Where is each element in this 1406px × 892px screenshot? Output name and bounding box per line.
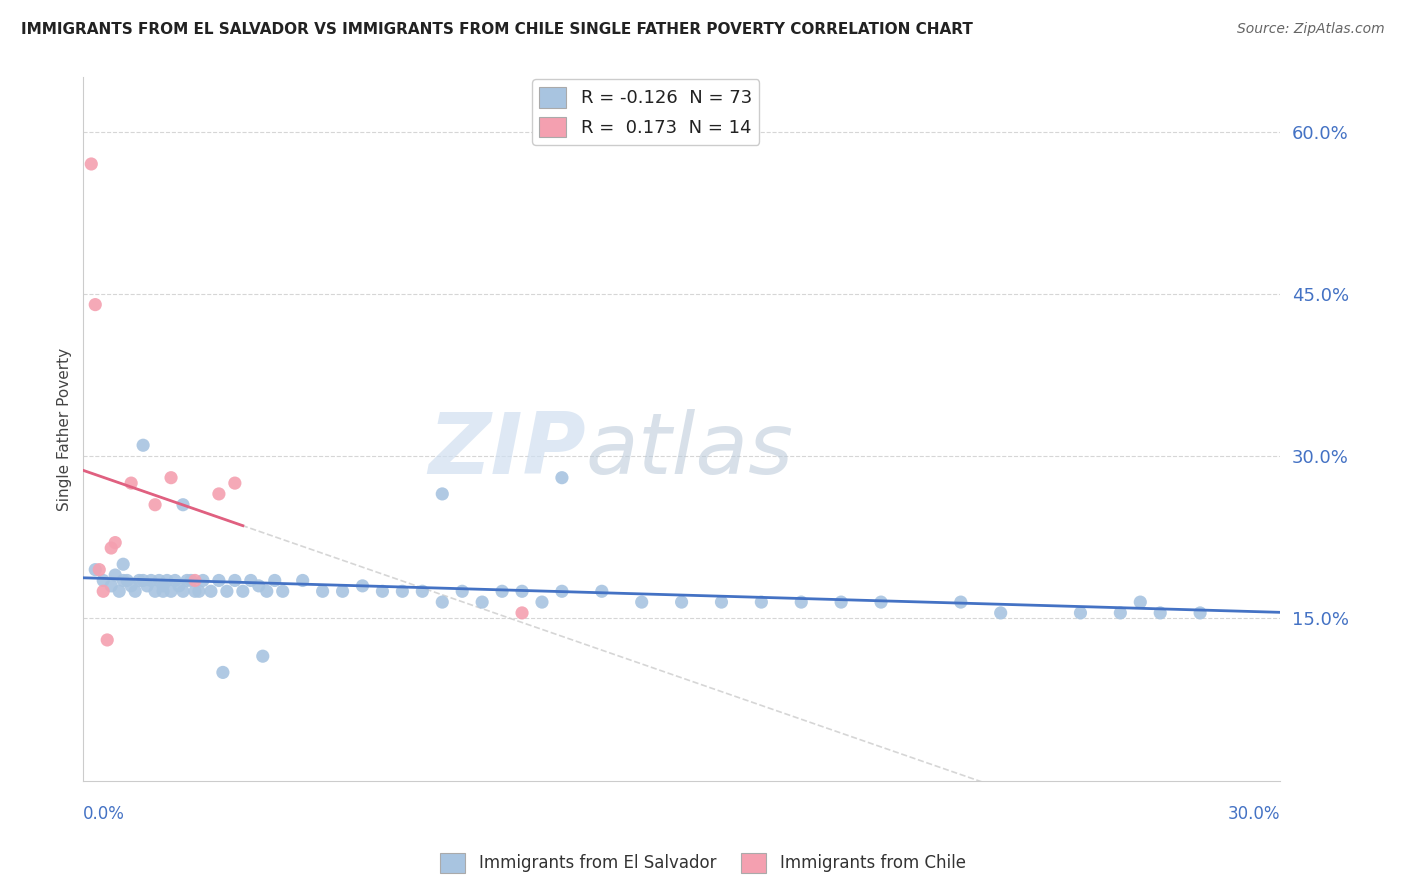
- Point: [148, 574, 170, 588]
- Point: [451, 584, 474, 599]
- Point: [160, 471, 183, 485]
- Text: 0.0%: 0.0%: [83, 805, 125, 823]
- Legend: Immigrants from El Salvador, Immigrants from Chile: Immigrants from El Salvador, Immigrants …: [433, 847, 973, 880]
- Point: [172, 498, 194, 512]
- Point: [191, 574, 214, 588]
- Point: [84, 297, 107, 311]
- Point: [710, 595, 733, 609]
- Point: [671, 595, 693, 609]
- Point: [311, 584, 333, 599]
- Point: [84, 563, 107, 577]
- Point: [271, 584, 294, 599]
- Point: [112, 558, 135, 572]
- Point: [139, 574, 162, 588]
- Point: [411, 584, 433, 599]
- Point: [167, 579, 190, 593]
- Point: [108, 584, 131, 599]
- Point: [120, 476, 142, 491]
- Point: [176, 574, 198, 588]
- Point: [80, 157, 103, 171]
- Point: [391, 584, 413, 599]
- Point: [112, 574, 135, 588]
- Point: [184, 584, 207, 599]
- Point: [790, 595, 813, 609]
- Point: [200, 584, 222, 599]
- Point: [551, 471, 574, 485]
- Point: [91, 574, 114, 588]
- Text: IMMIGRANTS FROM EL SALVADOR VS IMMIGRANTS FROM CHILE SINGLE FATHER POVERTY CORRE: IMMIGRANTS FROM EL SALVADOR VS IMMIGRANT…: [21, 22, 973, 37]
- Text: Source: ZipAtlas.com: Source: ZipAtlas.com: [1237, 22, 1385, 37]
- Point: [91, 584, 114, 599]
- Point: [239, 574, 262, 588]
- Point: [143, 498, 166, 512]
- Legend: R = -0.126  N = 73, R =  0.173  N = 14: R = -0.126 N = 73, R = 0.173 N = 14: [531, 79, 759, 145]
- Point: [163, 574, 186, 588]
- Point: [188, 584, 211, 599]
- Point: [152, 584, 174, 599]
- Point: [232, 584, 254, 599]
- Point: [208, 574, 231, 588]
- Point: [263, 574, 285, 588]
- Point: [100, 541, 122, 555]
- Text: 30.0%: 30.0%: [1227, 805, 1279, 823]
- Point: [96, 632, 118, 647]
- Y-axis label: Single Father Poverty: Single Father Poverty: [58, 348, 72, 510]
- Point: [136, 579, 159, 593]
- Point: [870, 595, 893, 609]
- Point: [510, 606, 533, 620]
- Point: [432, 487, 454, 501]
- Point: [128, 574, 150, 588]
- Point: [751, 595, 773, 609]
- Point: [124, 584, 146, 599]
- Point: [471, 595, 494, 609]
- Point: [215, 584, 238, 599]
- Point: [160, 584, 183, 599]
- Point: [371, 584, 394, 599]
- Point: [247, 579, 270, 593]
- Point: [1109, 606, 1132, 620]
- Point: [630, 595, 652, 609]
- Point: [830, 595, 852, 609]
- Point: [1189, 606, 1212, 620]
- Point: [89, 563, 111, 577]
- Point: [1149, 606, 1171, 620]
- Point: [212, 665, 235, 680]
- Point: [132, 438, 155, 452]
- Point: [184, 574, 207, 588]
- Text: ZIP: ZIP: [429, 409, 586, 491]
- Point: [143, 584, 166, 599]
- Point: [491, 584, 513, 599]
- Point: [100, 579, 122, 593]
- Point: [530, 595, 553, 609]
- Point: [132, 574, 155, 588]
- Point: [120, 579, 142, 593]
- Point: [352, 579, 374, 593]
- Point: [152, 579, 174, 593]
- Point: [1129, 595, 1152, 609]
- Point: [949, 595, 972, 609]
- Point: [432, 595, 454, 609]
- Point: [591, 584, 613, 599]
- Point: [551, 584, 574, 599]
- Point: [115, 574, 138, 588]
- Point: [252, 649, 274, 664]
- Point: [332, 584, 354, 599]
- Point: [208, 487, 231, 501]
- Point: [224, 574, 246, 588]
- Text: atlas: atlas: [586, 409, 794, 491]
- Point: [180, 574, 202, 588]
- Point: [256, 584, 278, 599]
- Point: [510, 584, 533, 599]
- Point: [224, 476, 246, 491]
- Point: [104, 535, 127, 549]
- Point: [1069, 606, 1091, 620]
- Point: [156, 574, 179, 588]
- Point: [990, 606, 1012, 620]
- Point: [104, 568, 127, 582]
- Point: [291, 574, 314, 588]
- Point: [172, 584, 194, 599]
